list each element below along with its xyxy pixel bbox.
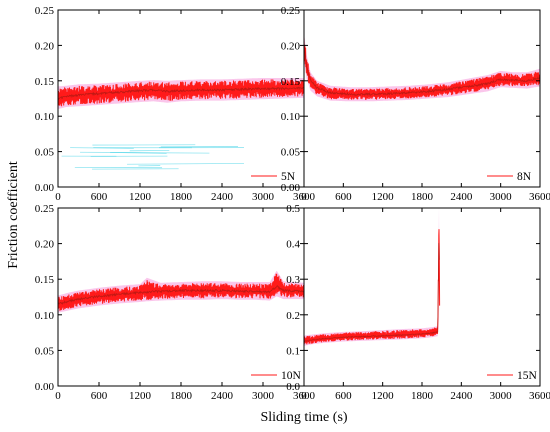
y-tick-label: 0.15 <box>281 76 301 88</box>
friction-signal <box>304 36 540 100</box>
x-tick-label: 0 <box>55 191 61 203</box>
x-tick-label: 1800 <box>170 390 193 402</box>
x-tick-label: 0 <box>55 390 61 402</box>
x-tick-label: 3000 <box>490 390 513 402</box>
legend-label: 5N <box>281 171 296 183</box>
x-tick-label: 3600 <box>529 390 550 402</box>
legend-label: 15N <box>517 370 538 382</box>
y-tick-label: 0.20 <box>35 239 55 251</box>
legend-label: 10N <box>281 370 302 382</box>
friction-signal <box>304 229 441 345</box>
x-tick-label: 1200 <box>129 390 152 402</box>
friction-signal <box>58 273 304 311</box>
y-tick-label: 0.10 <box>35 310 55 322</box>
x-tick-label: 600 <box>91 390 108 402</box>
panel-5N: 0 600 1200 1800 2400 3000 36000.000.050.100.15… <box>35 5 316 203</box>
y-tick-label: 0.5 <box>286 203 300 215</box>
x-tick-label: 1800 <box>411 191 434 203</box>
y-tick-label: 0.05 <box>35 147 55 159</box>
y-tick-label: 0.10 <box>281 111 301 123</box>
x-tick-label: 2400 <box>450 390 473 402</box>
x-tick-label: 3600 <box>293 390 316 402</box>
y-axis-title: Friction coefficient <box>6 161 21 269</box>
x-tick-label: 1200 <box>372 390 395 402</box>
y-tick-label: 0.00 <box>35 381 55 393</box>
x-tick-label: 1200 <box>129 191 152 203</box>
noise-trace <box>127 162 245 165</box>
panel-15N: 0 600 1200 1800 2400 3000 36000.00.10.20.30.40… <box>286 203 550 402</box>
x-tick-label: 3600 <box>293 191 316 203</box>
x-tick-label: 1800 <box>170 191 193 203</box>
mean-trace <box>58 284 304 305</box>
fluctuation-envelope <box>304 208 440 346</box>
x-tick-label: 0 <box>301 390 307 402</box>
x-tick-label: 0 <box>301 191 307 203</box>
mean-trace <box>304 243 440 343</box>
y-tick-label: 0.25 <box>281 5 301 17</box>
x-axis-title: Sliding time (s) <box>260 410 347 425</box>
x-tick-label: 600 <box>335 191 352 203</box>
y-tick-label: 0.4 <box>286 239 300 251</box>
y-tick-label: 0.20 <box>281 40 301 52</box>
y-tick-label: 0.15 <box>35 76 55 88</box>
y-tick-label: 0.05 <box>281 147 301 159</box>
panel-8N: 0 600 1200 1800 2400 3000 36000.000.050.100.15… <box>281 5 550 203</box>
noise-trace <box>80 151 210 154</box>
mean-trace <box>304 44 540 97</box>
y-tick-label: 0.3 <box>286 274 300 286</box>
mean-trace <box>58 86 304 101</box>
x-tick-label: 3000 <box>490 191 513 203</box>
x-tick-label: 2400 <box>211 191 234 203</box>
y-tick-label: 0.10 <box>35 111 55 123</box>
y-tick-label: 0.20 <box>35 40 55 52</box>
friction-signal <box>58 79 304 107</box>
legend-label: 8N <box>517 171 532 183</box>
y-tick-label: 0.00 <box>281 182 301 194</box>
axes-frame <box>303 207 541 387</box>
x-tick-label: 3000 <box>252 390 275 402</box>
x-tick-label: 2400 <box>211 390 234 402</box>
y-tick-label: 0.1 <box>286 345 300 357</box>
x-tick-label: 3000 <box>252 191 275 203</box>
y-tick-label: 0.2 <box>286 310 300 322</box>
x-tick-label: 600 <box>91 191 108 203</box>
y-tick-label: 0.00 <box>35 182 55 194</box>
y-tick-label: 0.25 <box>35 203 55 215</box>
panel-10N: 0 600 1200 1800 2400 3000 36000.000.050.100.15… <box>35 203 316 402</box>
y-tick-label: 0.25 <box>35 5 55 17</box>
noise-trace <box>70 147 134 149</box>
x-tick-label: 1200 <box>372 191 395 203</box>
y-tick-label: 0.05 <box>35 345 55 357</box>
x-tick-label: 600 <box>335 390 352 402</box>
y-tick-label: 0.0 <box>286 381 300 393</box>
x-tick-label: 2400 <box>450 191 473 203</box>
x-tick-label: 3600 <box>529 191 550 203</box>
y-tick-label: 0.15 <box>35 274 55 286</box>
x-tick-label: 1800 <box>411 390 434 402</box>
